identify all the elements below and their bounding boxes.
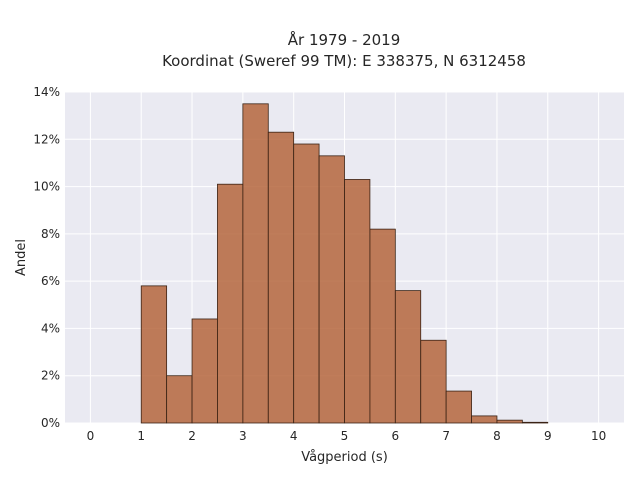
y-tick-label-6: 12% [33, 132, 60, 146]
bar-4 [242, 103, 269, 424]
bar-7 [318, 155, 345, 424]
x-tick-label-3: 3 [239, 429, 247, 443]
x-axis-label: Vågperiod (s) [301, 450, 388, 465]
bar-15 [521, 421, 549, 424]
x-tick-label-10: 10 [591, 429, 606, 443]
bar-6 [293, 143, 320, 424]
y-axis-label: Andel [14, 239, 29, 276]
x-tick-label-5: 5 [341, 429, 349, 443]
x-tick-label-6: 6 [391, 429, 399, 443]
bar-5 [267, 131, 295, 424]
bar-0 [140, 285, 168, 424]
y-tick-label-7: 14% [33, 85, 60, 99]
bar-11 [420, 339, 447, 424]
bar-8 [344, 179, 371, 424]
x-tick-label-7: 7 [442, 429, 450, 443]
bar-9 [369, 228, 396, 424]
bar-12 [445, 390, 472, 424]
x-tick-label-2: 2 [188, 429, 196, 443]
y-tick-label-3: 6% [41, 274, 60, 288]
bar-3 [217, 183, 244, 424]
chart-title-line-1: År 1979 - 2019 [288, 30, 401, 49]
chart-title-line-2: Koordinat (Sweref 99 TM): E 338375, N 63… [162, 52, 526, 70]
bar-10 [394, 290, 422, 424]
x-tick-label-8: 8 [493, 429, 501, 443]
y-tick-label-5: 10% [33, 180, 60, 194]
bar-2 [191, 318, 218, 424]
bar-13 [471, 415, 498, 424]
x-tick-label-0: 0 [87, 429, 95, 443]
x-axis-ticks: 0 1 2 3 4 5 6 7 8 9 10 [87, 429, 607, 443]
y-tick-label-4: 8% [41, 227, 60, 241]
x-tick-label-4: 4 [290, 429, 298, 443]
bars [140, 103, 549, 424]
bar-14 [496, 419, 523, 424]
y-tick-label-0: 0% [41, 416, 60, 430]
y-axis-ticks: 0% 2% 4% 6% 8% 10% 12% 14% [33, 85, 60, 430]
bar-1 [166, 375, 193, 424]
y-tick-label-2: 4% [41, 321, 60, 335]
y-tick-label-1: 2% [41, 369, 60, 383]
x-tick-label-1: 1 [137, 429, 145, 443]
x-tick-label-9: 9 [544, 429, 552, 443]
